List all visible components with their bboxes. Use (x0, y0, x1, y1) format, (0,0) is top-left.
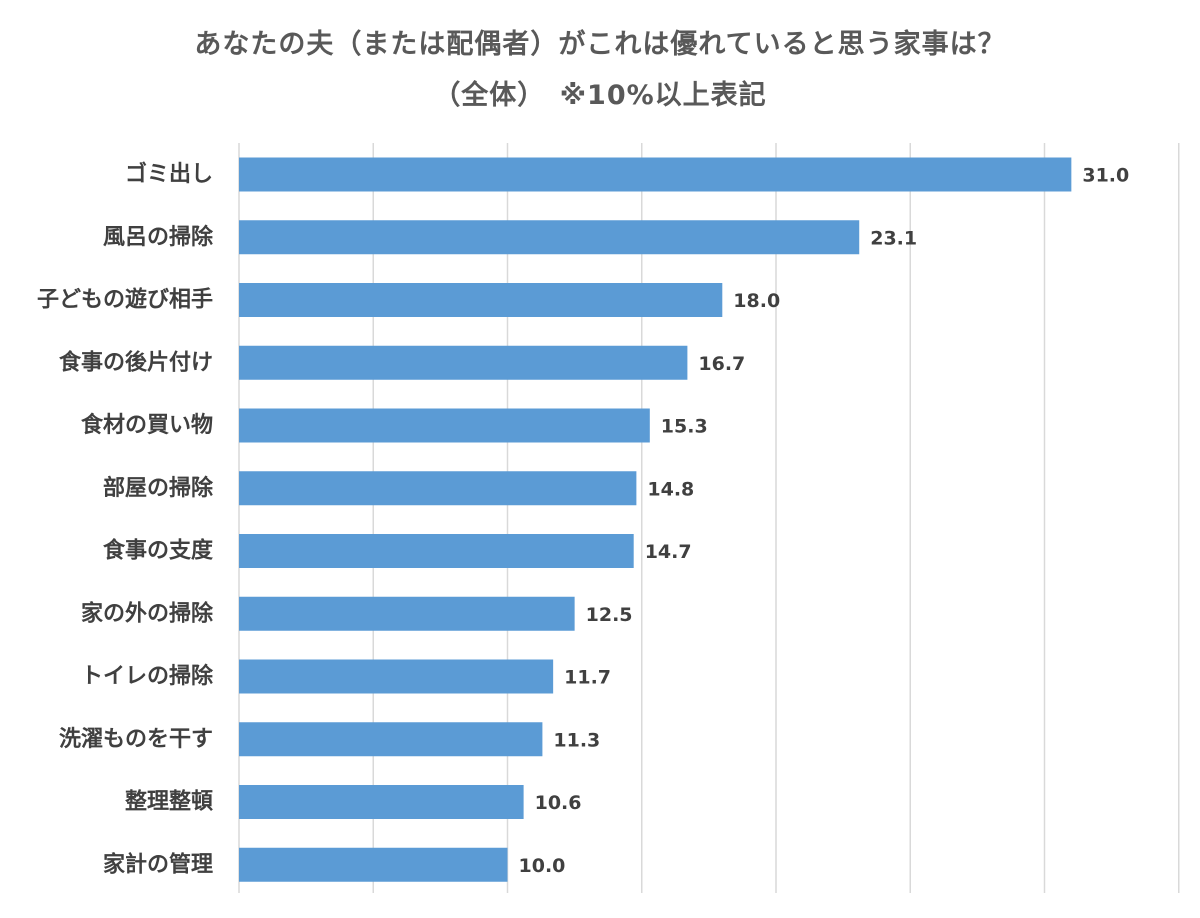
bars (239, 157, 1072, 882)
bar (239, 534, 634, 568)
category-label: 食事の後片付け (59, 349, 213, 375)
bar (239, 659, 554, 694)
data-label: 31.0 (1082, 165, 1129, 187)
category-label: 風呂の掃除 (103, 224, 214, 250)
category-label: ゴミ出し (125, 161, 213, 187)
category-label: 食材の買い物 (81, 412, 213, 438)
bar (239, 785, 524, 819)
category-label: 家計の管理 (103, 851, 213, 877)
category-labels: ゴミ出し風呂の掃除子どもの遊び相手食事の後片付け食材の買い物部屋の掃除食事の支度… (37, 161, 214, 877)
gridlines (238, 143, 1180, 893)
bar (239, 220, 860, 255)
chart-title: あなたの夫（または配偶者）がこれは優れていると思う家事は？ (194, 29, 1006, 60)
bar (239, 283, 723, 317)
data-label: 18.0 (733, 290, 780, 312)
data-label: 10.6 (535, 792, 582, 814)
category-label: 洗濯ものを干す (59, 727, 213, 752)
bar (239, 408, 650, 443)
data-label: 14.7 (645, 541, 692, 563)
data-label: 11.7 (564, 667, 611, 689)
data-label: 23.1 (870, 227, 917, 249)
bar (239, 596, 575, 631)
value-labels: 31.0 23.1 18.0 16.7 15.3 14.8 14.7 12.5 11.7 11.3… (519, 165, 1130, 877)
category-label: 整理整頓 (125, 789, 213, 815)
data-label: 15.3 (661, 416, 708, 438)
category-label: トイレの掃除 (81, 663, 214, 689)
data-label: 12.5 (586, 604, 633, 626)
bar (239, 847, 508, 882)
chart-subtitle: （全体） ※10%以上表記 (433, 80, 767, 111)
category-label: 子どもの遊び相手 (37, 287, 213, 313)
bar (239, 345, 688, 380)
category-label: 家の外の掃除 (81, 600, 214, 626)
data-label: 16.7 (698, 353, 745, 375)
category-label: 食事の支度 (103, 538, 214, 564)
bar (239, 722, 543, 757)
data-label: 11.3 (553, 729, 600, 751)
category-label: 部屋の掃除 (103, 475, 214, 501)
bar (239, 157, 1072, 192)
bar (239, 471, 637, 506)
data-label: 14.8 (647, 478, 694, 500)
data-label: 10.0 (519, 855, 566, 877)
